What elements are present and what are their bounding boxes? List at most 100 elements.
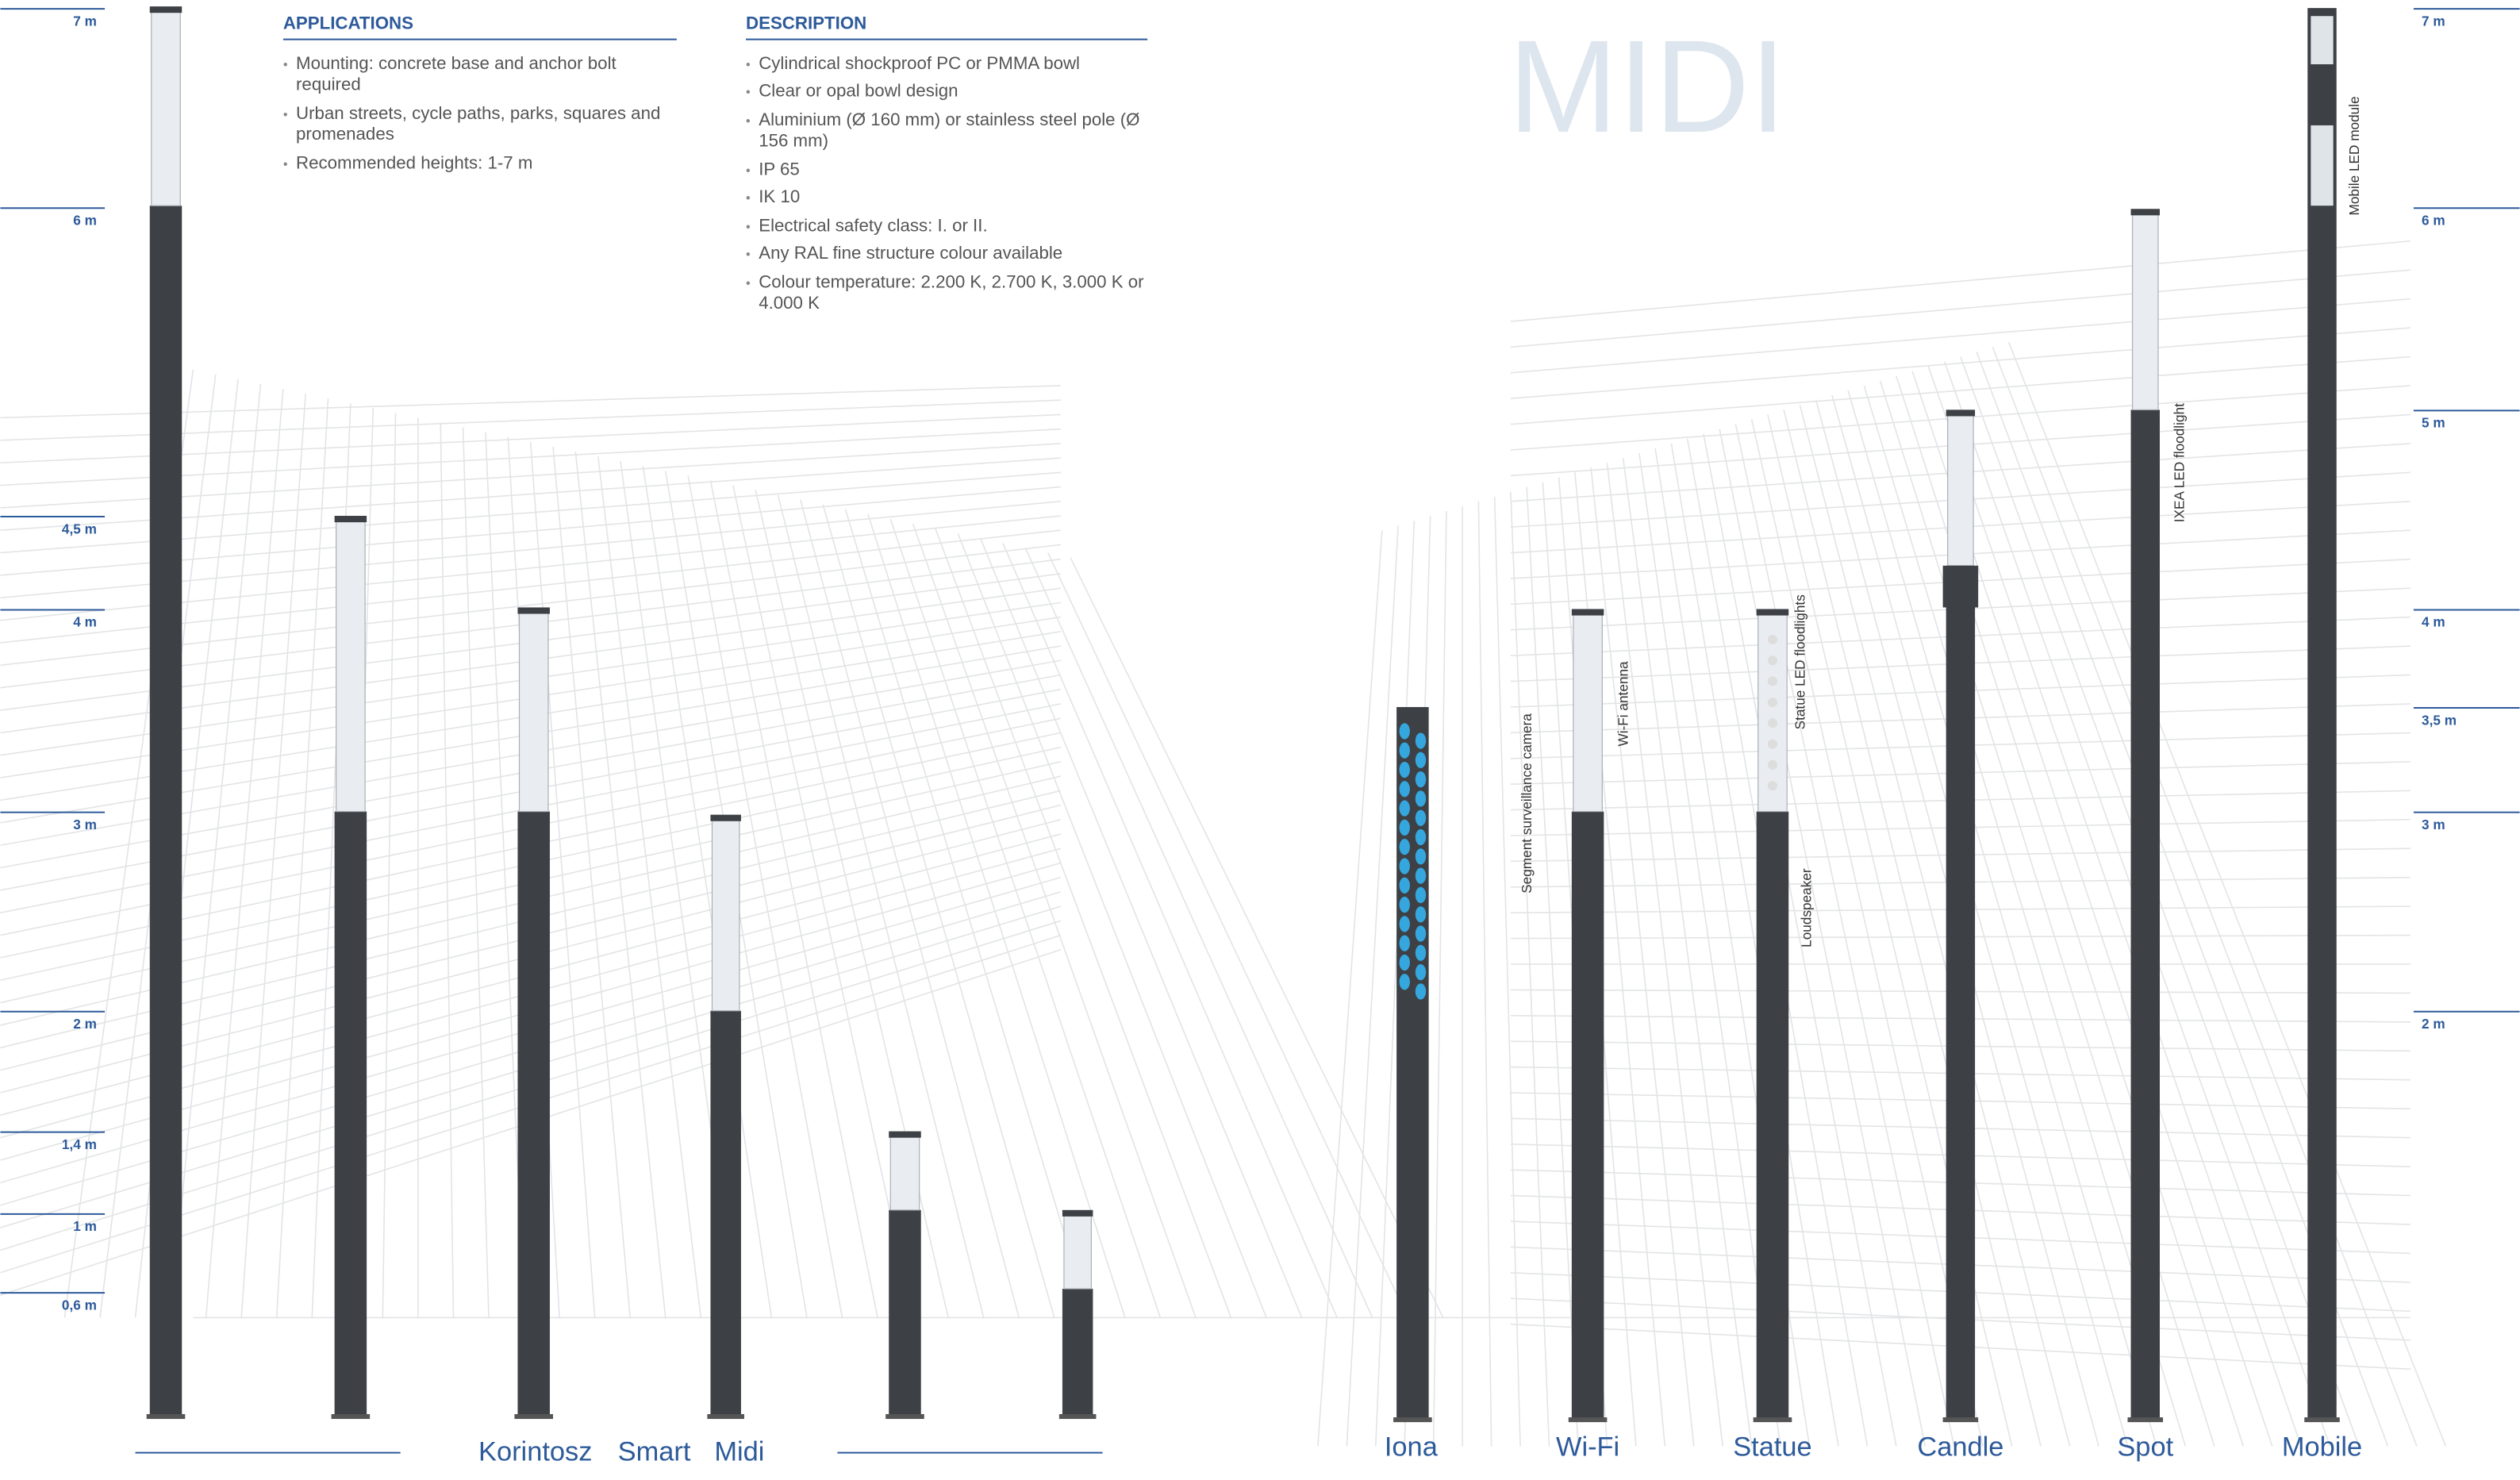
callout: IXEA LED floodlight <box>2171 403 2187 522</box>
pole <box>334 811 367 1418</box>
pole-base <box>146 1413 186 1420</box>
pole-base <box>1058 1413 1097 1420</box>
led-dot <box>1415 790 1427 807</box>
sketch-line <box>1847 390 2157 1447</box>
sketch-line <box>597 456 702 1318</box>
sketch-line <box>822 504 1055 1318</box>
lamp-bowl <box>889 1136 920 1211</box>
led-dot <box>1415 925 1427 942</box>
led <box>1767 676 1778 686</box>
candle-neck <box>1942 565 1979 608</box>
list-item: Aluminium (Ø 160 mm) or stainless steel … <box>746 110 1147 154</box>
sketch-line <box>1346 525 1399 1447</box>
sketch-line <box>205 388 284 1318</box>
led-dot <box>1399 916 1410 932</box>
callout: Loudspeaker <box>1799 868 1815 948</box>
led-dot <box>1415 906 1427 923</box>
product-label: Spot <box>2117 1432 2173 1463</box>
sketch-line <box>642 466 773 1318</box>
led-dot <box>1415 771 1427 788</box>
lamp-bowl <box>518 611 549 813</box>
list-item: Any RAL fine structure colour available <box>746 244 1147 266</box>
product-label: Statue <box>1733 1432 1811 1463</box>
sketch-line <box>1606 463 1723 1447</box>
pole-base <box>707 1413 744 1420</box>
list-item: Clear or opal bowl design <box>746 82 1147 103</box>
led <box>1767 739 1778 749</box>
sketch-line <box>889 518 1162 1318</box>
pole-base <box>2127 1417 2164 1423</box>
sketch-line <box>1510 356 2411 425</box>
poles <box>146 6 2340 1423</box>
list-item: Electrical safety class: I. or II. <box>746 216 1147 237</box>
sketch-line <box>777 494 985 1318</box>
led-dot <box>1415 828 1427 846</box>
sketch-line <box>1510 240 2411 322</box>
lamp-cap <box>1571 609 1604 616</box>
sketch-line <box>957 532 1267 1318</box>
pole <box>149 206 182 1418</box>
led-dot <box>1399 800 1410 817</box>
led-dot <box>1415 963 1427 981</box>
sketch-line <box>800 499 1020 1318</box>
sketch-line <box>1317 530 1383 1447</box>
sketch-line <box>1703 433 1897 1447</box>
product-label: Korintosz <box>478 1437 592 1467</box>
sketch-line <box>1432 510 1447 1447</box>
pole-base <box>2304 1417 2340 1423</box>
list-item: Recommended heights: 1-7 m <box>283 153 677 175</box>
scale-label: 3 m <box>73 817 97 832</box>
sketch-line <box>1510 327 2411 400</box>
scale-label: 4,5 m <box>62 521 97 536</box>
pole <box>2130 409 2160 1421</box>
led-dot <box>1399 858 1410 875</box>
sketch-line <box>574 451 666 1318</box>
list-item: Cylindrical shockproof PC or PMMA bowl <box>746 54 1147 75</box>
pole-base <box>1393 1417 1432 1423</box>
pole <box>710 1010 741 1418</box>
list-item: IP 65 <box>746 160 1147 181</box>
scale-label: 1,4 m <box>62 1136 97 1152</box>
scale-label: 4 m <box>2422 614 2445 630</box>
pole-base <box>1753 1417 1792 1423</box>
pole-base <box>885 1413 924 1420</box>
sketch-line <box>1510 491 1550 1447</box>
led <box>1767 781 1778 791</box>
labels: 7 m 6 m 4,5 m 4 m 3 m 2 m 1,4 m 1 m 0,6 m 7 m 6 m 5… <box>0 8 2520 1467</box>
sketch-line <box>1493 496 1521 1447</box>
list-item: Colour temperature: 2.200 K, 2.700 K, 3.… <box>746 272 1147 316</box>
lamp-bowl <box>1573 613 1603 813</box>
lamp-cap <box>334 516 367 523</box>
lamp-bowl <box>1063 1214 1092 1290</box>
sketch-line <box>1750 419 1984 1447</box>
sketch-line <box>1526 486 1579 1447</box>
product-label: Candle <box>1917 1432 2003 1463</box>
scale-label: 3 m <box>2422 817 2445 832</box>
callout: Wi-Fi antenna <box>1615 661 1631 747</box>
sketch-line <box>552 446 632 1318</box>
pole <box>1571 811 1604 1421</box>
led-dot <box>1399 761 1410 778</box>
sketch-line <box>1734 424 1955 1447</box>
pole-base <box>514 1413 554 1420</box>
sketch-line <box>240 394 306 1318</box>
pole <box>1062 1289 1093 1418</box>
applications-block: APPLICATIONS Mounting: concrete base and… <box>282 14 677 175</box>
led-dot <box>1399 896 1410 913</box>
sketch-line <box>1992 347 2418 1447</box>
building-sketch <box>0 240 2447 1447</box>
led-dot <box>1415 752 1427 768</box>
led-dot <box>1399 935 1410 951</box>
product-label: Smart <box>618 1437 691 1467</box>
led <box>1767 655 1778 666</box>
sketch-line <box>1002 543 1338 1318</box>
lamp-bowl <box>151 10 181 206</box>
description-block: DESCRIPTION Cylindrical shockproof PC or… <box>746 14 1148 316</box>
product-label: Wi-Fi <box>1556 1432 1619 1463</box>
title: MIDI <box>1508 13 1786 160</box>
sketch-line <box>1590 467 1695 1447</box>
lamp-bowl <box>2131 213 2159 410</box>
product-label: Mobile <box>2282 1432 2362 1463</box>
sketch-line <box>912 523 1197 1318</box>
sketch-line <box>1024 548 1373 1318</box>
